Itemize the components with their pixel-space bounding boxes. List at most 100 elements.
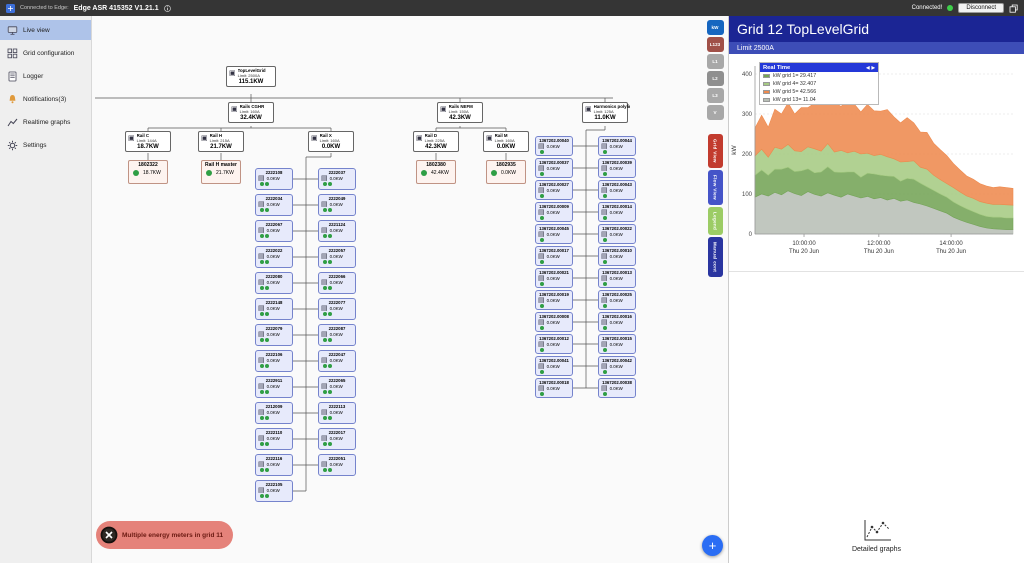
meter-node[interactable]: 2222148 ▤ 0.0KW [255,298,293,320]
meter-node[interactable]: 2222022 ▤ 0.0KW [255,246,293,268]
meter-node[interactable]: 2222105 ▤ 0.0KW [255,480,293,502]
detailed-graphs-button[interactable]: Detailed graphs [729,518,1024,563]
sidebar-item-live-view[interactable]: Live view [0,20,91,40]
node-rail[interactable]: ▣ Rail D Limit: 225A 42.3KW [413,131,459,152]
grid-canvas[interactable]: Multiple energy meters in grid 11 ▣ TopLe… [92,16,728,563]
meter-node[interactable]: 1367202.00012 ▤ 0.0KW [535,334,573,354]
meter-node[interactable]: 2222113 ▤ 0.0KW [318,402,356,424]
restore-window-icon[interactable] [1009,4,1018,13]
meter-node[interactable]: 1367202.00018 ▤ 0.0KW [535,378,573,398]
add-button[interactable]: + [702,535,723,556]
legend-next-button[interactable]: ▶ [871,64,875,70]
info-icon[interactable] [163,4,171,12]
legend-swatch [763,90,770,94]
meter-node[interactable]: 2222079 ▤ 0.0KW [255,324,293,346]
meter-node[interactable]: 1367202.00021 ▤ 0.0KW [535,268,573,288]
meter-node[interactable]: 1367202.00045 ▤ 0.0KW [535,224,573,244]
meter-node[interactable]: 1802322 18.7KW [128,160,168,184]
sidebar-item-notifications-3-[interactable]: Notifications(3) [0,89,91,109]
meter-node[interactable]: 1367202.00039 ▤ 0.0KW [598,158,636,178]
sidebar-item-logger[interactable]: Logger [0,66,91,86]
view-button-l3[interactable]: L3 [706,88,724,103]
meter-node[interactable]: 2222047 ▤ 0.0KW [318,350,356,372]
node-group[interactable]: ▣ Rails CGHR Limit: 160A 32.4KW [228,102,274,123]
meter-node[interactable]: 1367202.00040 ▤ 0.0KW [535,136,573,156]
node-group[interactable]: ▣ Rails NEFM Limit: 150A 42.3KW [437,102,483,123]
meter-id: 1367202.00037 [539,160,569,165]
meter-node[interactable]: 1367202.00037 ▤ 0.0KW [535,158,573,178]
meter-node[interactable]: 1367202.00042 ▤ 0.0KW [598,356,636,376]
meter-node[interactable]: 2222034 ▤ 0.0KW [255,194,293,216]
sidebar-item-label: Live view [23,26,50,34]
meter-node[interactable]: 1367202.00013 ▤ 0.0KW [598,268,636,288]
disconnect-button[interactable]: Disconnect [958,3,1004,13]
view-button-legend[interactable]: Legend [707,206,723,235]
node-rail[interactable]: ▣ Rail C Limit: 144A 18.7KW [125,131,171,152]
meter-node[interactable]: 1367202.00016 ▤ 0.0KW [598,312,636,332]
meter-node[interactable]: 2222108 ▤ 0.0KW [255,168,293,190]
meter-node[interactable]: 1367202.00043 ▤ 0.0KW [598,180,636,200]
meter-value: 0.0KW [546,276,560,281]
meter-node[interactable]: 2222087 ▤ 0.0KW [318,324,356,346]
meter-node[interactable]: 2222057 ▤ 0.0KW [318,246,356,268]
node-rail[interactable]: ▣ Rail M Limit: 160A 0.0KW [483,131,529,152]
sidebar-item-settings[interactable]: Settings [0,135,91,155]
view-button-flow-view[interactable]: Flow View [707,169,723,205]
meter-node[interactable]: 2222051 ▤ 0.0KW [318,454,356,476]
node-rail[interactable]: ▣ Rail X Limit: 160A 0.0KW [308,131,354,152]
meter-node[interactable]: 2212009 ▤ 0.0KW [255,402,293,424]
meter-node[interactable]: 1367202.00019 ▤ 0.0KW [535,290,573,310]
meter-id: 2222113 [328,404,346,409]
meter-node[interactable]: 1802380 42.4KW [416,160,456,184]
meter-node[interactable]: 1802935 0.0KW [486,160,526,184]
meter-node[interactable]: 2222116 ▤ 0.0KW [255,454,293,476]
meter-node[interactable]: 2222106 ▤ 0.0KW [255,350,293,372]
meter-node[interactable]: 2221124 ▤ 0.0KW [318,220,356,242]
notification-toast[interactable]: Multiple energy meters in grid 11 [96,521,234,549]
view-button-manual-cont[interactable]: Manual cont [707,236,723,277]
meter-node[interactable]: 1367202.00008 ▤ 0.0KW [535,312,573,332]
node-name: TopLevelGrid [237,68,266,73]
view-button-l2[interactable]: L2 [706,71,724,86]
meter-node[interactable]: 1367202.00025 ▤ 0.0KW [598,290,636,310]
meter-node[interactable]: 1367202.00017 ▤ 0.0KW [535,246,573,266]
meter-node[interactable]: 2222049 ▤ 0.0KW [318,194,356,216]
node-rail[interactable]: ▣ Rail H Limit: 215A 21.7KW [198,131,244,152]
meter-node[interactable]: 2222110 ▤ 0.0KW [255,428,293,450]
meter-node[interactable]: 1367202.00027 ▤ 0.0KW [535,180,573,200]
meter-id: 1367202.00017 [539,248,569,253]
meter-id: 2222017 [328,430,346,435]
node-limit: Limit: 150A [448,109,469,114]
meter-node[interactable]: 1367202.00022 ▤ 0.0KW [598,224,636,244]
meter-node[interactable]: 1367202.00010 ▤ 0.0KW [598,246,636,266]
view-button-l1[interactable]: L1 [706,54,724,69]
meter-node[interactable]: 1367202.00044 ▤ 0.0KW [598,136,636,156]
meter-node[interactable]: 1367202.00014 ▤ 0.0KW [598,202,636,222]
view-button-v[interactable]: V [706,105,724,120]
view-button-grid-view[interactable]: Grid View [707,134,723,168]
meter-node[interactable]: 2222911 ▤ 0.0KW [255,376,293,398]
meter-node[interactable]: 2222066 ▤ 0.0KW [318,272,356,294]
meter-node[interactable]: 2222017 ▤ 0.0KW [318,428,356,450]
meter-icon: ▤ [601,187,608,194]
meter-node[interactable]: 1367202.00015 ▤ 0.0KW [598,334,636,354]
node-toplevelgrid[interactable]: ▣ TopLevelGrid Limit: 2500A 115.1KW [226,66,276,87]
meter-node[interactable]: 1367202.00038 ▤ 0.0KW [598,378,636,398]
meter-node[interactable]: 1367202.00041 ▤ 0.0KW [535,356,573,376]
meter-node[interactable]: 2222077 ▤ 0.0KW [318,298,356,320]
meter-value: 0.0KW [266,436,280,441]
meter-node[interactable]: Rail H master 21.7KW [201,160,241,184]
meter-node[interactable]: 2222065 ▤ 0.0KW [318,376,356,398]
sidebar-item-realtime-graphs[interactable]: Realtime graphs [0,112,91,132]
meter-node[interactable]: 2222080 ▤ 0.0KW [255,272,293,294]
sidebar-item-grid-configuration[interactable]: Grid configuration [0,43,91,63]
meter-node[interactable]: 1367202.00009 ▤ 0.0KW [535,202,573,222]
meter-node[interactable]: 2222037 ▤ 0.0KW [318,168,356,190]
view-button-kw[interactable]: kW [706,20,724,35]
meter-value: 0.0KW [609,232,623,237]
meter-node[interactable]: 2222067 ▤ 0.0KW [255,220,293,242]
meter-value: 0.0KW [546,210,560,215]
legend-prev-button[interactable]: ◀ [866,64,870,70]
view-button-l123[interactable]: L123 [706,37,724,52]
